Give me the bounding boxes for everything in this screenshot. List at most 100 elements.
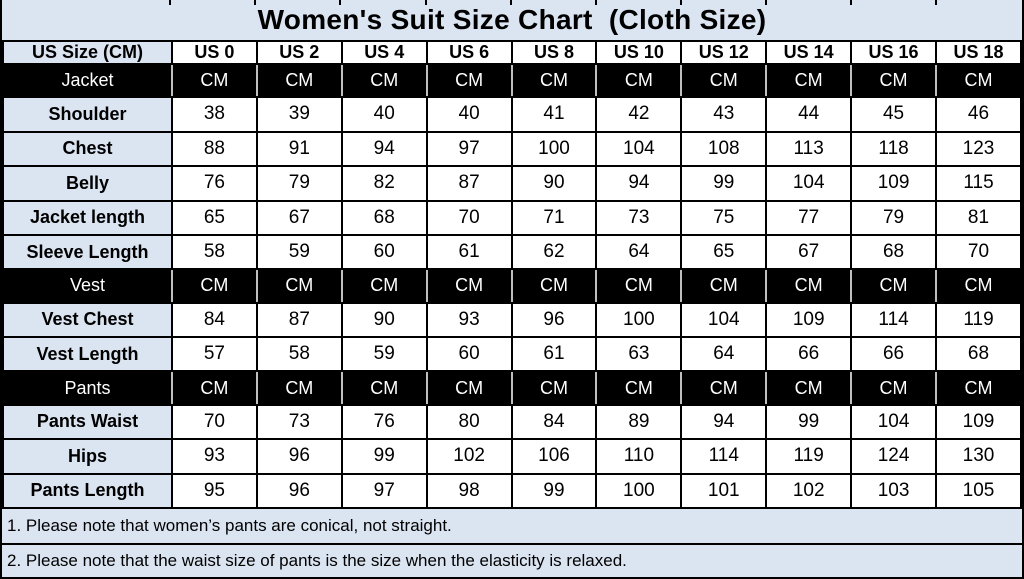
measurement-cell: 68: [340, 199, 428, 236]
measurement-cell: 123: [935, 130, 1022, 168]
chart-title-bar: Women's Suit Size Chart (Cloth Size): [2, 0, 1022, 40]
section-label: Pants: [2, 370, 173, 406]
measurement-cell: 80: [425, 403, 513, 441]
section-row: Jacket CM CM CM CM CM CM CM CM CM CM: [2, 62, 1022, 99]
header-row: US Size (CM) US 0 US 2 US 4 US 6 US 8 US 10 US …: [2, 40, 1022, 65]
section-label: Vest: [2, 268, 173, 304]
measurement-cell: 110: [595, 438, 683, 475]
measurement-cell: 59: [255, 233, 343, 271]
measurement-cell: 73: [255, 403, 343, 441]
measurement-cell: 97: [340, 472, 428, 509]
measurement-cell: 100: [595, 301, 683, 339]
measurement-cell: 113: [765, 130, 853, 168]
unit-cell: CM: [255, 268, 343, 304]
unit-cell: CM: [340, 268, 428, 304]
unit-cell: CM: [255, 370, 343, 406]
measurement-cell: 102: [425, 438, 513, 475]
size-table-wrap: US Size (CM) US 0 US 2 US 4 US 6 US 8 US 10 US …: [2, 40, 1022, 509]
measurement-cell: 70: [425, 199, 513, 236]
unit-cell: CM: [935, 62, 1022, 99]
measurement-cell: 60: [340, 233, 428, 271]
footnote-1: 1. Please note that women’s pants are co…: [2, 509, 1022, 543]
measurement-cell: 67: [255, 199, 343, 236]
measurement-cell: 124: [850, 438, 937, 475]
row-label: Sleeve Length: [2, 233, 173, 271]
measurement-cell: 61: [425, 233, 513, 271]
size-column-header: US 10: [595, 40, 683, 65]
table-row: Vest Length 57 58 59 60 61 63 64 66 66 68: [2, 335, 1022, 373]
measurement-cell: 70: [170, 403, 258, 441]
gridline-tick: [852, 0, 937, 5]
unit-cell: CM: [170, 62, 258, 99]
measurement-cell: 67: [765, 233, 853, 271]
measurement-cell: 130: [935, 438, 1022, 475]
unit-cell: CM: [680, 370, 768, 406]
footnote-2: 2. Please note that the waist size of pa…: [2, 543, 1022, 577]
unit-cell: CM: [595, 268, 683, 304]
section-row: Vest CM CM CM CM CM CM CM CM CM CM: [2, 268, 1022, 304]
unit-cell: CM: [765, 370, 853, 406]
measurement-cell: 62: [510, 233, 598, 271]
unit-cell: CM: [170, 268, 258, 304]
row-label: Jacket length: [2, 199, 173, 236]
measurement-cell: 100: [510, 130, 598, 168]
units-column-header: US Size (CM): [2, 40, 173, 65]
measurement-cell: 93: [425, 301, 513, 339]
unit-cell: CM: [680, 62, 768, 99]
measurement-cell: 109: [850, 165, 937, 202]
table-row: Jacket length 65 67 68 70 71 73 75 77 79 81: [2, 199, 1022, 236]
measurement-cell: 40: [340, 96, 428, 133]
unit-cell: CM: [425, 370, 513, 406]
gridline-tick: [937, 0, 1022, 5]
measurement-cell: 91: [255, 130, 343, 168]
row-label: Vest Length: [2, 335, 173, 373]
size-column-header: US 16: [850, 40, 937, 65]
unit-cell: CM: [935, 370, 1022, 406]
unit-cell: CM: [765, 268, 853, 304]
measurement-cell: 70: [935, 233, 1022, 271]
row-label: Vest Chest: [2, 301, 173, 339]
measurement-cell: 114: [850, 301, 937, 339]
measurement-cell: 95: [170, 472, 258, 509]
measurement-cell: 98: [425, 472, 513, 509]
measurement-cell: 104: [850, 403, 937, 441]
row-label: Shoulder: [2, 96, 173, 133]
table-row: Pants Length 95 96 97 98 99 100 101 102 103 105: [2, 472, 1022, 509]
measurement-cell: 115: [935, 165, 1022, 202]
measurement-cell: 65: [170, 199, 258, 236]
gridline-tick: [2, 0, 172, 5]
measurement-cell: 104: [765, 165, 853, 202]
table-row: Pants Waist 70 73 76 80 84 89 94 99 104 109: [2, 403, 1022, 441]
measurement-cell: 109: [765, 301, 853, 339]
unit-cell: CM: [850, 370, 937, 406]
table-row: Chest 88 91 94 97 100 104 108 113 118 123: [2, 130, 1022, 168]
measurement-cell: 41: [510, 96, 598, 133]
measurement-cell: 82: [340, 165, 428, 202]
measurement-cell: 99: [340, 438, 428, 475]
size-column-header: US 12: [680, 40, 768, 65]
measurement-cell: 99: [510, 472, 598, 509]
measurement-cell: 90: [510, 165, 598, 202]
unit-cell: CM: [340, 370, 428, 406]
table-row: Belly 76 79 82 87 90 94 99 104 109 115: [2, 165, 1022, 202]
table-body: Jacket CM CM CM CM CM CM CM CM CM CM Shoulder 38 39 40…: [2, 62, 1022, 509]
measurement-cell: 68: [850, 233, 937, 271]
measurement-cell: 75: [680, 199, 768, 236]
measurement-cell: 79: [255, 165, 343, 202]
unit-cell: CM: [170, 370, 258, 406]
unit-cell: CM: [595, 370, 683, 406]
measurement-cell: 94: [595, 165, 683, 202]
measurement-cell: 71: [510, 199, 598, 236]
page-title: Women's Suit Size Chart (Cloth Size): [257, 4, 767, 35]
measurement-cell: 87: [255, 301, 343, 339]
size-column-header: US 0: [170, 40, 258, 65]
size-column-header: US 14: [765, 40, 853, 65]
measurement-cell: 61: [510, 335, 598, 373]
row-label: Belly: [2, 165, 173, 202]
measurement-cell: 46: [935, 96, 1022, 133]
row-label: Chest: [2, 130, 173, 168]
table-row: Hips 93 96 99 102 106 110 114 119 124 130: [2, 438, 1022, 475]
measurement-cell: 119: [765, 438, 853, 475]
measurement-cell: 104: [680, 301, 768, 339]
unit-cell: CM: [595, 62, 683, 99]
